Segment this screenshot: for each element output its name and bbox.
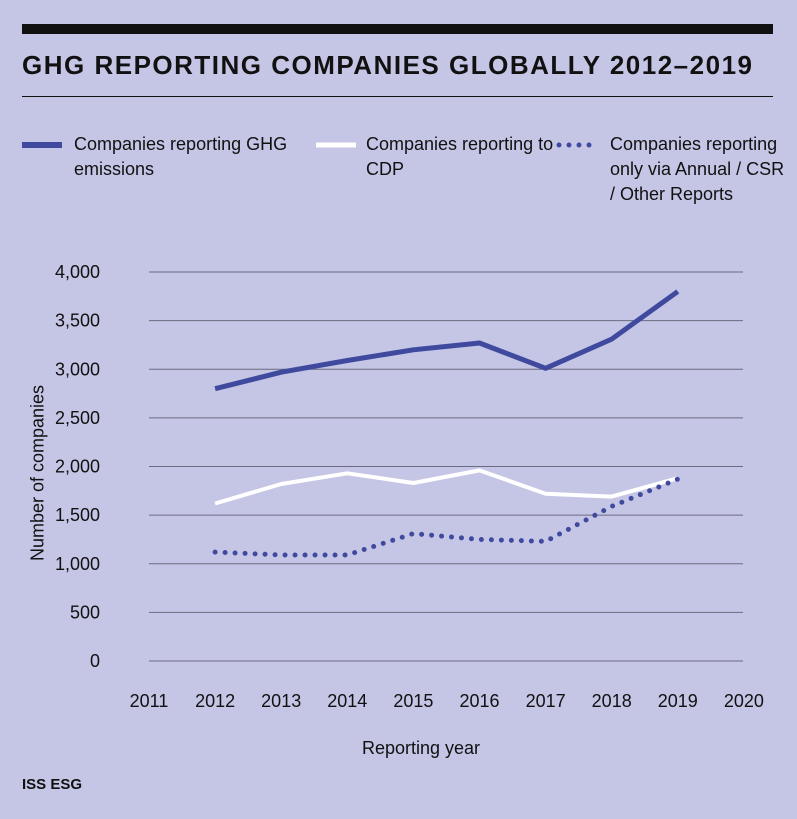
legend-label-ghg: Companies reporting GHG emissions <box>74 134 288 179</box>
x-tick-label: 2016 <box>459 691 499 711</box>
series-line-cdp <box>214 468 679 506</box>
y-tick-label: 2,500 <box>55 408 100 428</box>
legend-swatch-other <box>556 142 600 148</box>
y-tick-label: 3,500 <box>55 311 100 331</box>
series-line-other <box>212 476 681 558</box>
x-tick-label: 2020 <box>724 691 764 711</box>
y-tick-label: 3,000 <box>55 359 100 379</box>
x-tick-label: 2011 <box>130 691 169 711</box>
title-divider <box>22 96 773 97</box>
header-bar <box>22 24 773 34</box>
legend-label-cdp: Companies reporting to CDP <box>366 134 554 179</box>
y-tick-label: 1,500 <box>55 505 100 525</box>
x-tick-label: 2018 <box>592 691 632 711</box>
legend-swatch-ghg <box>22 142 62 148</box>
legend-swatch-cdp <box>316 142 356 148</box>
series-line-ghg <box>214 289 680 392</box>
legend-label-other: Companies reporting only via Annual / CS… <box>610 134 785 204</box>
y-axis-label: Number of companies <box>27 384 48 562</box>
x-tick-label: 2019 <box>658 691 698 711</box>
chart-title: GHG REPORTING COMPANIES GLOBALLY 2012–20… <box>22 50 754 80</box>
x-tick-label: 2015 <box>393 691 433 711</box>
source-label: ISS ESG <box>22 776 83 793</box>
y-tick-label: 4,000 <box>55 262 100 282</box>
y-tick-label: 1,000 <box>55 554 100 574</box>
x-tick-label: 2013 <box>261 691 301 711</box>
x-tick-label: 2012 <box>195 691 235 711</box>
x-axis-label: Reporting year <box>361 738 481 758</box>
x-tick-label: 2014 <box>327 691 367 711</box>
y-tick-label: 2,000 <box>55 457 100 477</box>
x-tick-label: 2017 <box>526 691 566 711</box>
y-tick-label: 500 <box>70 602 100 622</box>
y-tick-label: 0 <box>90 651 100 671</box>
